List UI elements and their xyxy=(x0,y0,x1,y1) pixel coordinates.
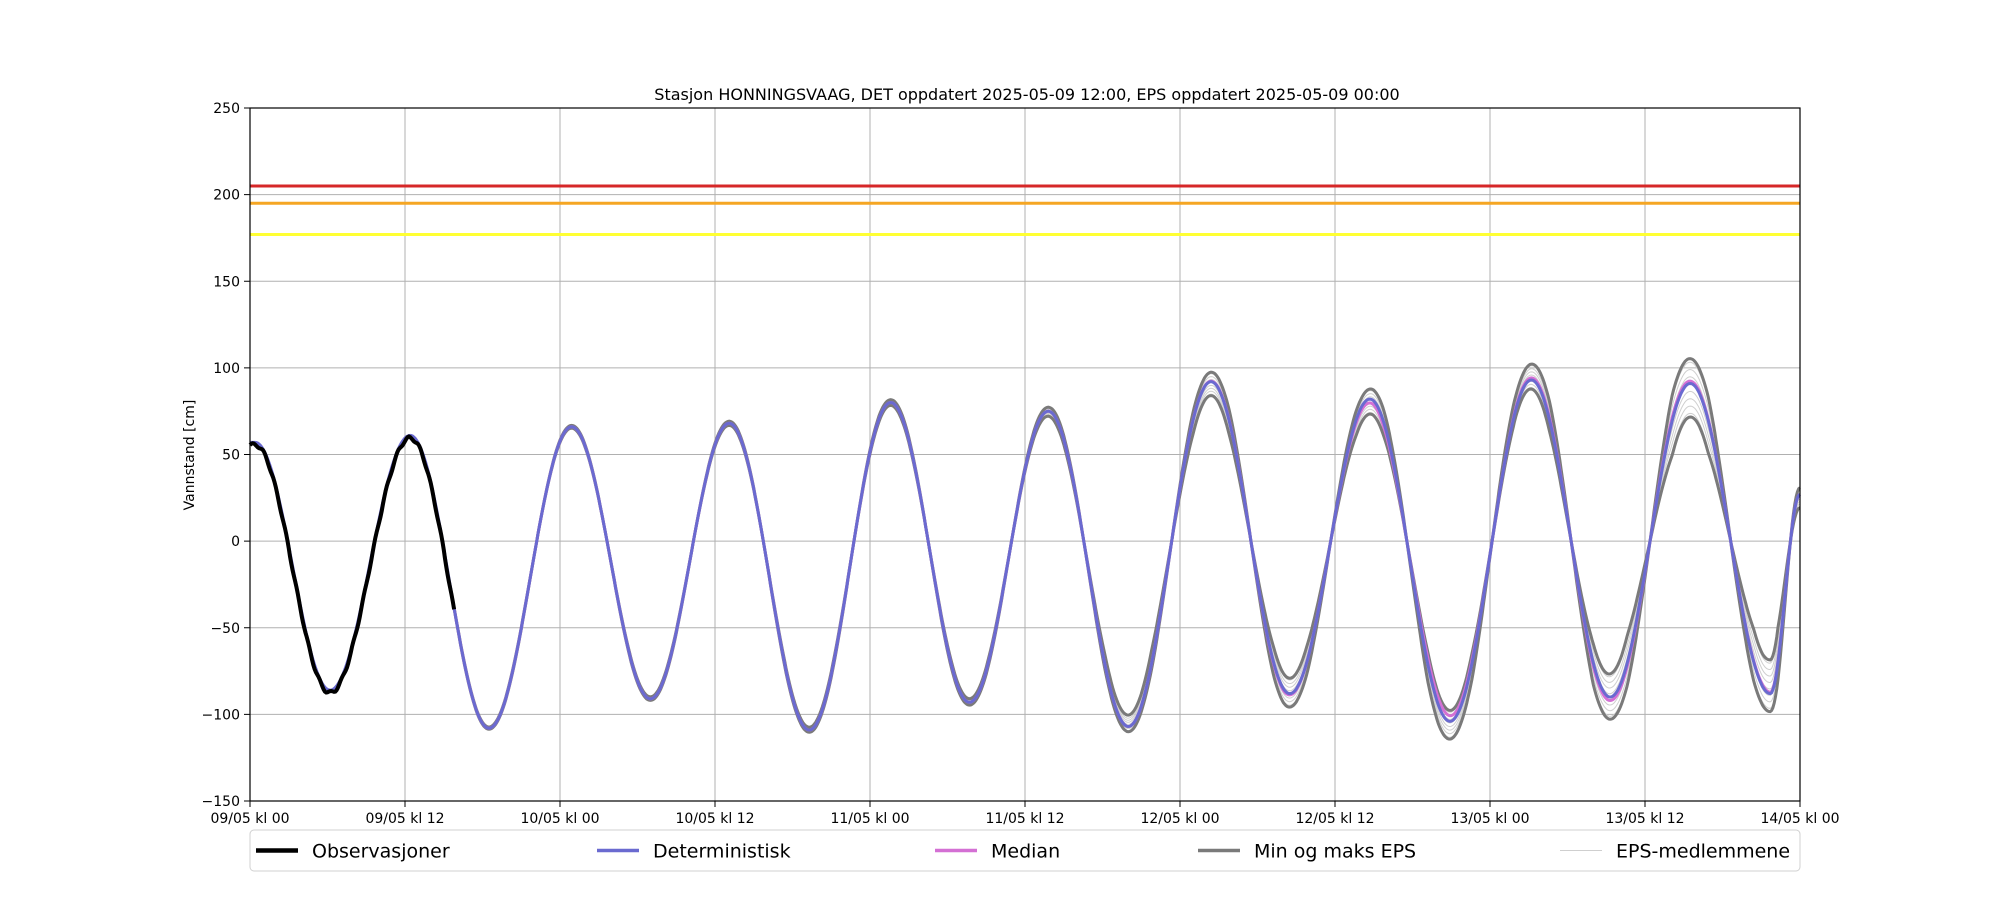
legend-label-4: EPS-medlemmene xyxy=(1616,841,1790,863)
x-tick-label-5: 11/05 kl 12 xyxy=(985,811,1064,827)
series-group xyxy=(248,357,1801,741)
threshold-lines xyxy=(250,184,1800,236)
x-tick-label-6: 12/05 kl 00 xyxy=(1140,811,1219,827)
y-axis-label: Vannstand [cm] xyxy=(182,400,198,511)
x-tick-label-2: 10/05 kl 00 xyxy=(520,811,599,827)
grid xyxy=(249,107,1801,802)
legend: Observasjoner Deterministisk Median Min og … xyxy=(249,829,1801,872)
y-tick-label-0: 250 xyxy=(213,101,240,117)
observations-line xyxy=(248,434,457,695)
y-tick-label-8: −150 xyxy=(202,794,240,810)
axes: 09/05 kl 00 09/05 kl 12 10/05 kl 00 10/05 k… xyxy=(202,101,1840,827)
x-tick-label-1: 09/05 kl 12 xyxy=(365,811,444,827)
legend-label-2: Median xyxy=(991,841,1060,863)
y-tick-label-1: 200 xyxy=(213,188,240,204)
legend-label-1: Deterministisk xyxy=(653,841,791,863)
x-tick-label-0: 09/05 kl 00 xyxy=(210,811,289,827)
legend-box xyxy=(249,829,1801,872)
y-tick-label-5: 0 xyxy=(231,534,240,550)
x-tick-label-10: 14/05 kl 00 xyxy=(1760,811,1839,827)
legend-label-0: Observasjoner xyxy=(312,841,450,863)
y-tick-label-4: 50 xyxy=(222,448,240,464)
legend-label-3: Min og maks EPS xyxy=(1254,841,1416,863)
chart-title: Stasjon HONNINGSVAAG, DET oppdatert 2025… xyxy=(654,85,1399,104)
x-tick-label-4: 11/05 kl 00 xyxy=(830,811,909,827)
x-tick-label-9: 13/05 kl 12 xyxy=(1605,811,1684,827)
deterministic-line xyxy=(250,378,1801,732)
y-tick-label-6: −50 xyxy=(210,621,240,637)
x-tick-label-3: 10/05 kl 12 xyxy=(675,811,754,827)
y-tick-label-3: 100 xyxy=(213,361,240,377)
y-tick-label-2: 150 xyxy=(213,274,240,290)
y-tick-label-7: −100 xyxy=(202,707,240,723)
x-tick-label-7: 12/05 kl 12 xyxy=(1295,811,1374,827)
x-tick-label-8: 13/05 kl 00 xyxy=(1450,811,1529,827)
